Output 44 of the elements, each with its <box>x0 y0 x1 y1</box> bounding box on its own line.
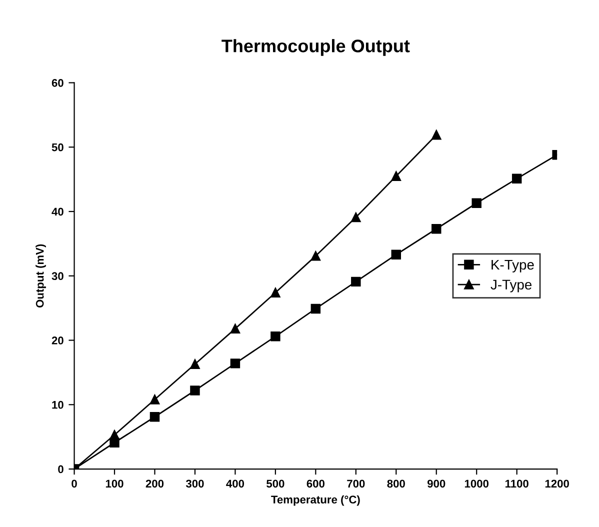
y-tick-label: 60 <box>52 79 64 87</box>
point <box>432 224 442 234</box>
x-tick-label: 200 <box>146 480 164 488</box>
x-tick-label: 1000 <box>464 480 489 488</box>
point <box>391 171 401 181</box>
x-tick-label: 900 <box>427 480 446 488</box>
point <box>391 250 401 260</box>
point <box>310 251 321 261</box>
x-tick-label: 100 <box>106 480 124 488</box>
point <box>150 394 160 404</box>
y-tick-label: 50 <box>52 143 64 152</box>
y-axis-title: Output (mV) <box>36 244 46 308</box>
y-tick-label: 20 <box>52 336 64 344</box>
point <box>150 412 160 422</box>
point <box>110 430 120 440</box>
point <box>310 304 321 314</box>
x-tick-label: 1100 <box>505 480 528 488</box>
point <box>270 288 280 298</box>
y-tick-label: 40 <box>52 208 64 216</box>
x-tick-label: 0 <box>72 480 77 488</box>
y-tick-label: 10 <box>52 400 64 409</box>
x-axis-title: Temperature (°C) <box>271 495 360 506</box>
point <box>190 386 200 396</box>
point <box>472 198 482 208</box>
point <box>432 130 442 140</box>
x-tick-label: 500 <box>266 480 284 488</box>
x-tick-label: 300 <box>186 480 204 488</box>
legend-label: J-Type <box>490 280 532 292</box>
point <box>351 276 361 287</box>
y-tick-label: 30 <box>52 272 64 280</box>
point <box>270 332 280 342</box>
point <box>190 359 200 369</box>
point <box>512 174 522 184</box>
legend-label: K-Type <box>492 260 534 272</box>
point <box>230 324 240 334</box>
point <box>351 212 361 222</box>
x-tick-label: 600 <box>306 480 324 488</box>
x-tick-label: 800 <box>387 480 405 488</box>
point <box>230 358 240 368</box>
y-tick-label: 0 <box>58 465 64 474</box>
x-tick-label: 700 <box>347 480 365 488</box>
x-tick-label: 1200 <box>545 480 569 488</box>
chart-title: Thermocouple Output <box>222 39 410 56</box>
x-tick-label: 400 <box>226 480 244 488</box>
